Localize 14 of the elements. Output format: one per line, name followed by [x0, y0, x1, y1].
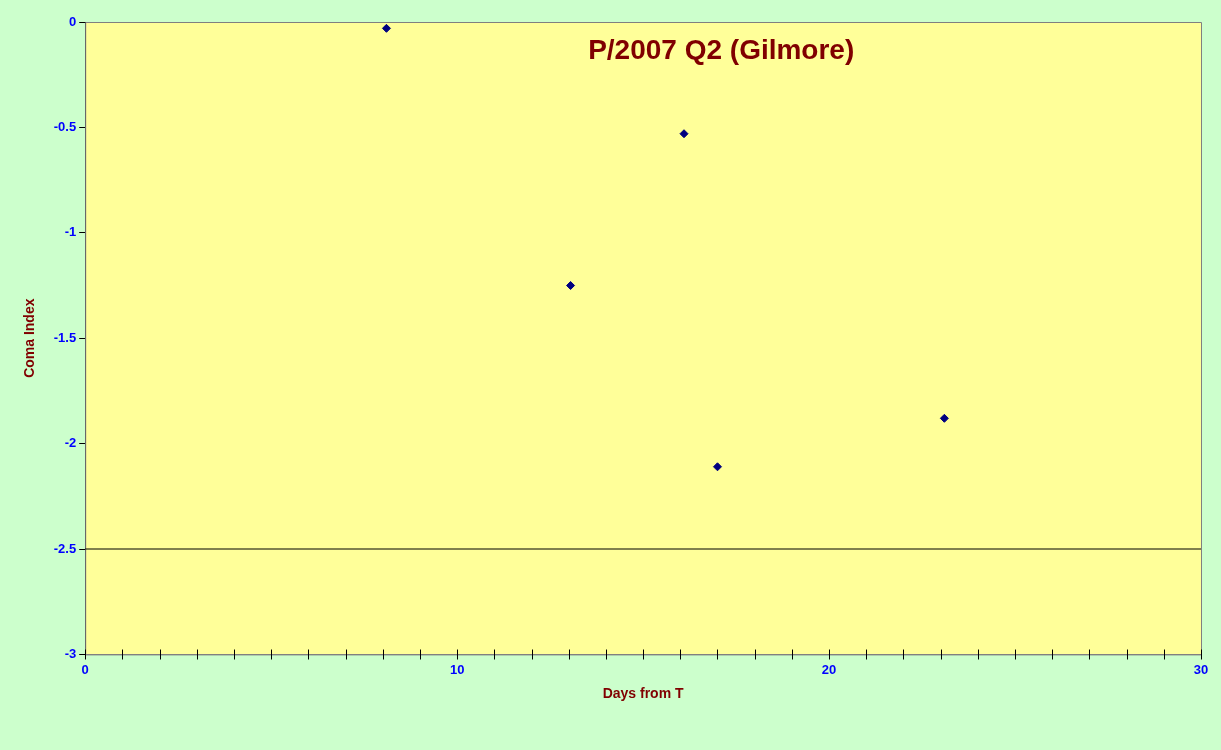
y-tick-label: -3: [64, 645, 77, 661]
y-tick-label: -0.5: [53, 118, 77, 134]
x-axis-title: Days from T: [602, 685, 684, 702]
y-tick-label: -2: [64, 435, 77, 451]
y-tick-label: 0: [68, 13, 77, 29]
y-axis-title: Coma Index: [21, 298, 38, 378]
x-tick-label: 30: [1193, 661, 1209, 677]
y-tick-label: -2.5: [53, 540, 77, 556]
y-tick-label: -1: [64, 224, 77, 240]
x-tick-label: 20: [821, 661, 837, 677]
y-tick-label: -1.5: [53, 329, 77, 345]
x-tick-label: 10: [449, 661, 465, 677]
x-tick-label: 0: [81, 661, 89, 677]
chart-title: P/2007 Q2 (Gilmore): [588, 33, 855, 65]
